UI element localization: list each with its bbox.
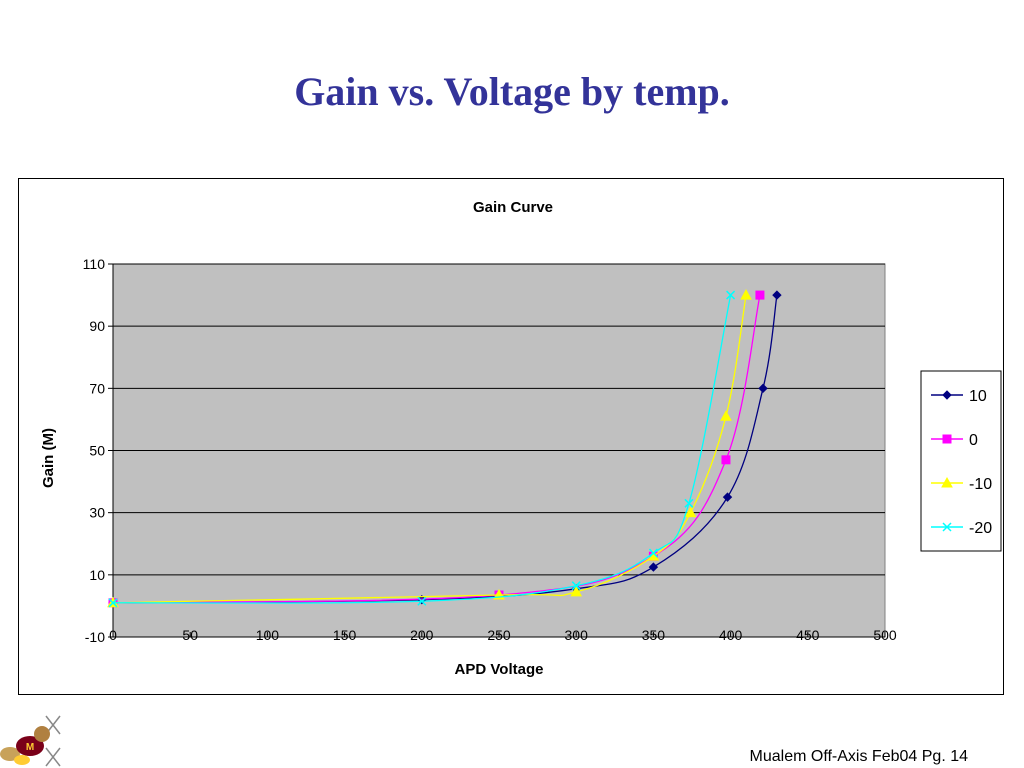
data-point--20-2 bbox=[571, 581, 581, 591]
series-line-0 bbox=[112, 294, 761, 604]
data-point--20-1-stroke-b bbox=[417, 596, 427, 606]
data-point-0-3 bbox=[721, 455, 731, 465]
data-point--20-0-stroke-b bbox=[108, 598, 118, 608]
legend-marker--10 bbox=[941, 476, 953, 488]
legend-marker--20-stroke-b bbox=[942, 522, 952, 532]
x-tick-label: 250 bbox=[487, 627, 511, 643]
legend-marker--20 bbox=[942, 522, 952, 532]
chart-title: Gain Curve bbox=[473, 199, 553, 216]
legend-box bbox=[920, 370, 1002, 552]
legend-item--10: -10 bbox=[931, 476, 992, 493]
y-tick-label: -10 bbox=[85, 629, 105, 645]
data-point-10-3 bbox=[648, 562, 659, 572]
data-point--10-6 bbox=[740, 289, 752, 300]
legend-marker-10 bbox=[942, 390, 952, 400]
x-tick-label: 350 bbox=[642, 627, 666, 643]
data-point--10-2 bbox=[570, 585, 583, 597]
x-tick-label: 150 bbox=[333, 627, 357, 643]
slide-title: Gain vs. Voltage by temp. bbox=[294, 69, 730, 114]
x-tick-label: 0 bbox=[109, 627, 117, 643]
data-point--20-5-stroke-b bbox=[726, 290, 736, 300]
x-tick-label: 100 bbox=[256, 627, 280, 643]
data-point-10-4 bbox=[722, 492, 733, 502]
legend-label--20: -20 bbox=[969, 520, 992, 537]
data-point--20-4-stroke-b bbox=[684, 498, 694, 508]
y-tick-label: 30 bbox=[89, 505, 105, 521]
x-tick-label: 500 bbox=[873, 627, 897, 643]
data-point--20-3-stroke-b bbox=[648, 548, 658, 558]
footer-text: Mualem Off-Axis Feb04 Pg. 14 bbox=[749, 748, 968, 765]
legend-label-10: 10 bbox=[969, 388, 987, 405]
legend-label-0: 0 bbox=[969, 432, 978, 449]
svg-text:M: M bbox=[26, 742, 34, 753]
plot-area: -10 10 30 50 70 90 110 0 50 100 150 200 250 300 350 400… bbox=[83, 256, 897, 645]
legend-marker-0 bbox=[942, 434, 952, 444]
y-tick-label: 50 bbox=[89, 443, 105, 459]
data-point--20-0 bbox=[108, 598, 118, 608]
x-axis-label: APD Voltage bbox=[455, 661, 544, 678]
data-point--20-2-stroke-b bbox=[571, 581, 581, 591]
series-line--20 bbox=[112, 294, 732, 604]
y-tick-label: 70 bbox=[89, 380, 105, 396]
data-point--20-3 bbox=[648, 548, 658, 558]
legend-label--10: -10 bbox=[969, 476, 992, 493]
data-point-0-4 bbox=[755, 290, 765, 300]
legend-item--20: -20 bbox=[931, 520, 992, 537]
legend-item-0: 0 bbox=[931, 432, 978, 449]
x-tick-label: 400 bbox=[719, 627, 743, 643]
data-point--20-5 bbox=[726, 290, 736, 300]
data-point--10-4 bbox=[684, 506, 697, 518]
x-tick-label: 300 bbox=[565, 627, 589, 643]
data-point--20-1 bbox=[417, 596, 427, 606]
y-tick-label: 110 bbox=[83, 256, 106, 272]
chart-frame: Gain Curve -10 10 30 50 70 90 110 0 50 100 150 200 2… bbox=[18, 178, 1004, 695]
x-tick-label: 450 bbox=[796, 627, 820, 643]
y-axis-label: Gain (M) bbox=[40, 428, 57, 488]
x-tick-label: 50 bbox=[182, 627, 198, 643]
x-tick-label: 200 bbox=[410, 627, 434, 643]
data-point-10-6 bbox=[772, 290, 782, 300]
y-tick-label: 90 bbox=[89, 318, 105, 334]
legend: 10 0 -10 -20 bbox=[920, 370, 1002, 552]
data-point-10-5 bbox=[758, 383, 768, 394]
data-point--10-5 bbox=[720, 410, 732, 421]
gopher-mascot-icon: M bbox=[0, 715, 61, 767]
series--20 bbox=[108, 290, 736, 608]
legend-item-10: 10 bbox=[931, 388, 987, 405]
data-point--20-4 bbox=[684, 498, 694, 508]
y-tick-label: 10 bbox=[89, 567, 105, 583]
